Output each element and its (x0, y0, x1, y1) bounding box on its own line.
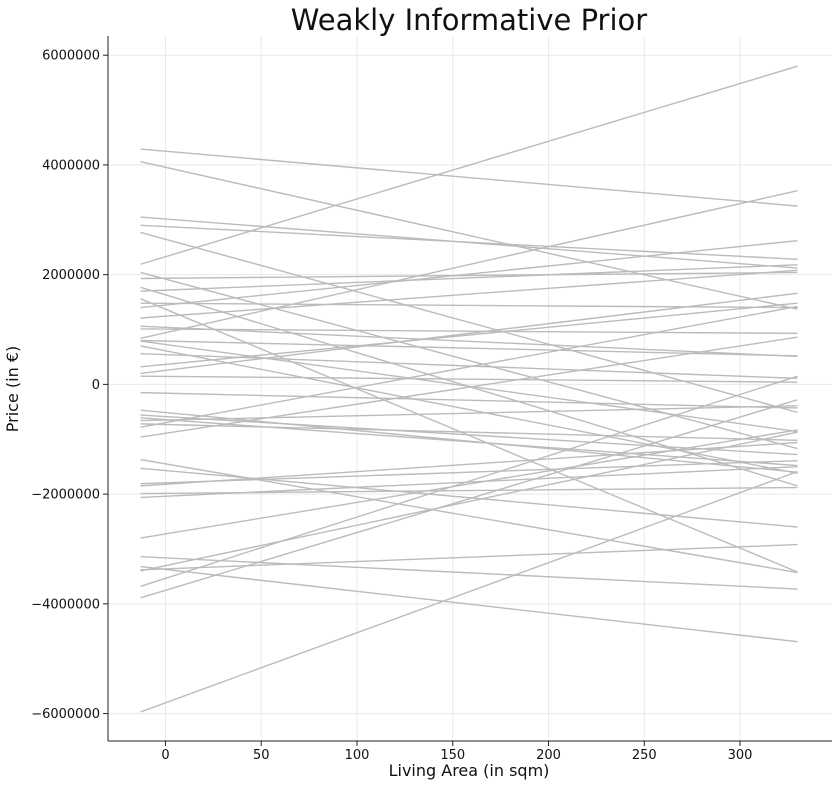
axes (107, 36, 832, 742)
series-line-18 (140, 190, 798, 339)
series-line-31 (140, 423, 798, 442)
x-tick-label: 150 (440, 748, 465, 763)
grid (108, 36, 832, 741)
series-line-25 (140, 375, 798, 383)
x-tick-label: 200 (536, 748, 561, 763)
series-line-7 (140, 231, 798, 414)
series-line-32 (140, 305, 798, 428)
series-line-42 (140, 543, 798, 571)
series-line-8 (140, 271, 798, 450)
chart-title: Weakly Informative Prior (291, 3, 647, 37)
series-line-35 (140, 467, 798, 528)
series-line-21 (140, 345, 798, 474)
y-tick-label: 2000000 (42, 268, 100, 283)
x-tick-label: 50 (253, 748, 270, 763)
series-line-30 (140, 405, 798, 422)
y-tick-label: 6000000 (42, 49, 100, 64)
series-line-14 (140, 239, 798, 309)
series-line-45 (140, 399, 798, 599)
series-line-17 (140, 328, 798, 335)
series-line-11 (140, 264, 798, 292)
series-line-41 (140, 555, 798, 590)
x-tick-label: 250 (632, 748, 657, 763)
series-line-3 (140, 148, 798, 207)
series-line-1 (140, 470, 798, 713)
x-tick-label: 300 (728, 748, 753, 763)
series-line-24 (140, 292, 798, 375)
x-ticks: 0 50 100 150 200 250 300 (161, 741, 752, 763)
series-line-19 (140, 339, 798, 357)
x-axis-label: Living Area (in sqm) (389, 761, 550, 780)
series-line-16 (140, 325, 798, 358)
series-line-23 (140, 302, 798, 368)
y-tick-label: −4000000 (31, 597, 100, 612)
series-line-9 (140, 271, 798, 280)
y-tick-label: 4000000 (42, 158, 100, 173)
series-line-4 (140, 160, 798, 310)
series-line-44 (140, 375, 798, 587)
series-line-37 (140, 441, 798, 487)
series-line-39 (140, 465, 798, 499)
series-line-46 (140, 565, 798, 643)
series-line-29 (140, 417, 798, 467)
series-line-22 (140, 352, 798, 380)
y-tick-label: −6000000 (31, 707, 100, 722)
series-line-36 (140, 459, 798, 485)
y-tick-label: −2000000 (31, 488, 100, 503)
x-tick-label: 0 (161, 748, 169, 763)
series-line-40 (140, 429, 798, 539)
series-lines (140, 65, 798, 713)
y-tick-label: 0 (92, 378, 100, 393)
series-line-6 (140, 224, 798, 260)
series-line-33 (140, 336, 798, 438)
y-axis-label: Price (in €) (3, 346, 22, 432)
x-tick-label: 100 (345, 748, 370, 763)
series-line-43 (140, 431, 798, 572)
series-line-15 (140, 269, 798, 319)
series-line-26 (140, 391, 798, 409)
y-ticks: −6000000 −4000000 −2000000 0 2000000 4000000 6… (31, 49, 108, 722)
